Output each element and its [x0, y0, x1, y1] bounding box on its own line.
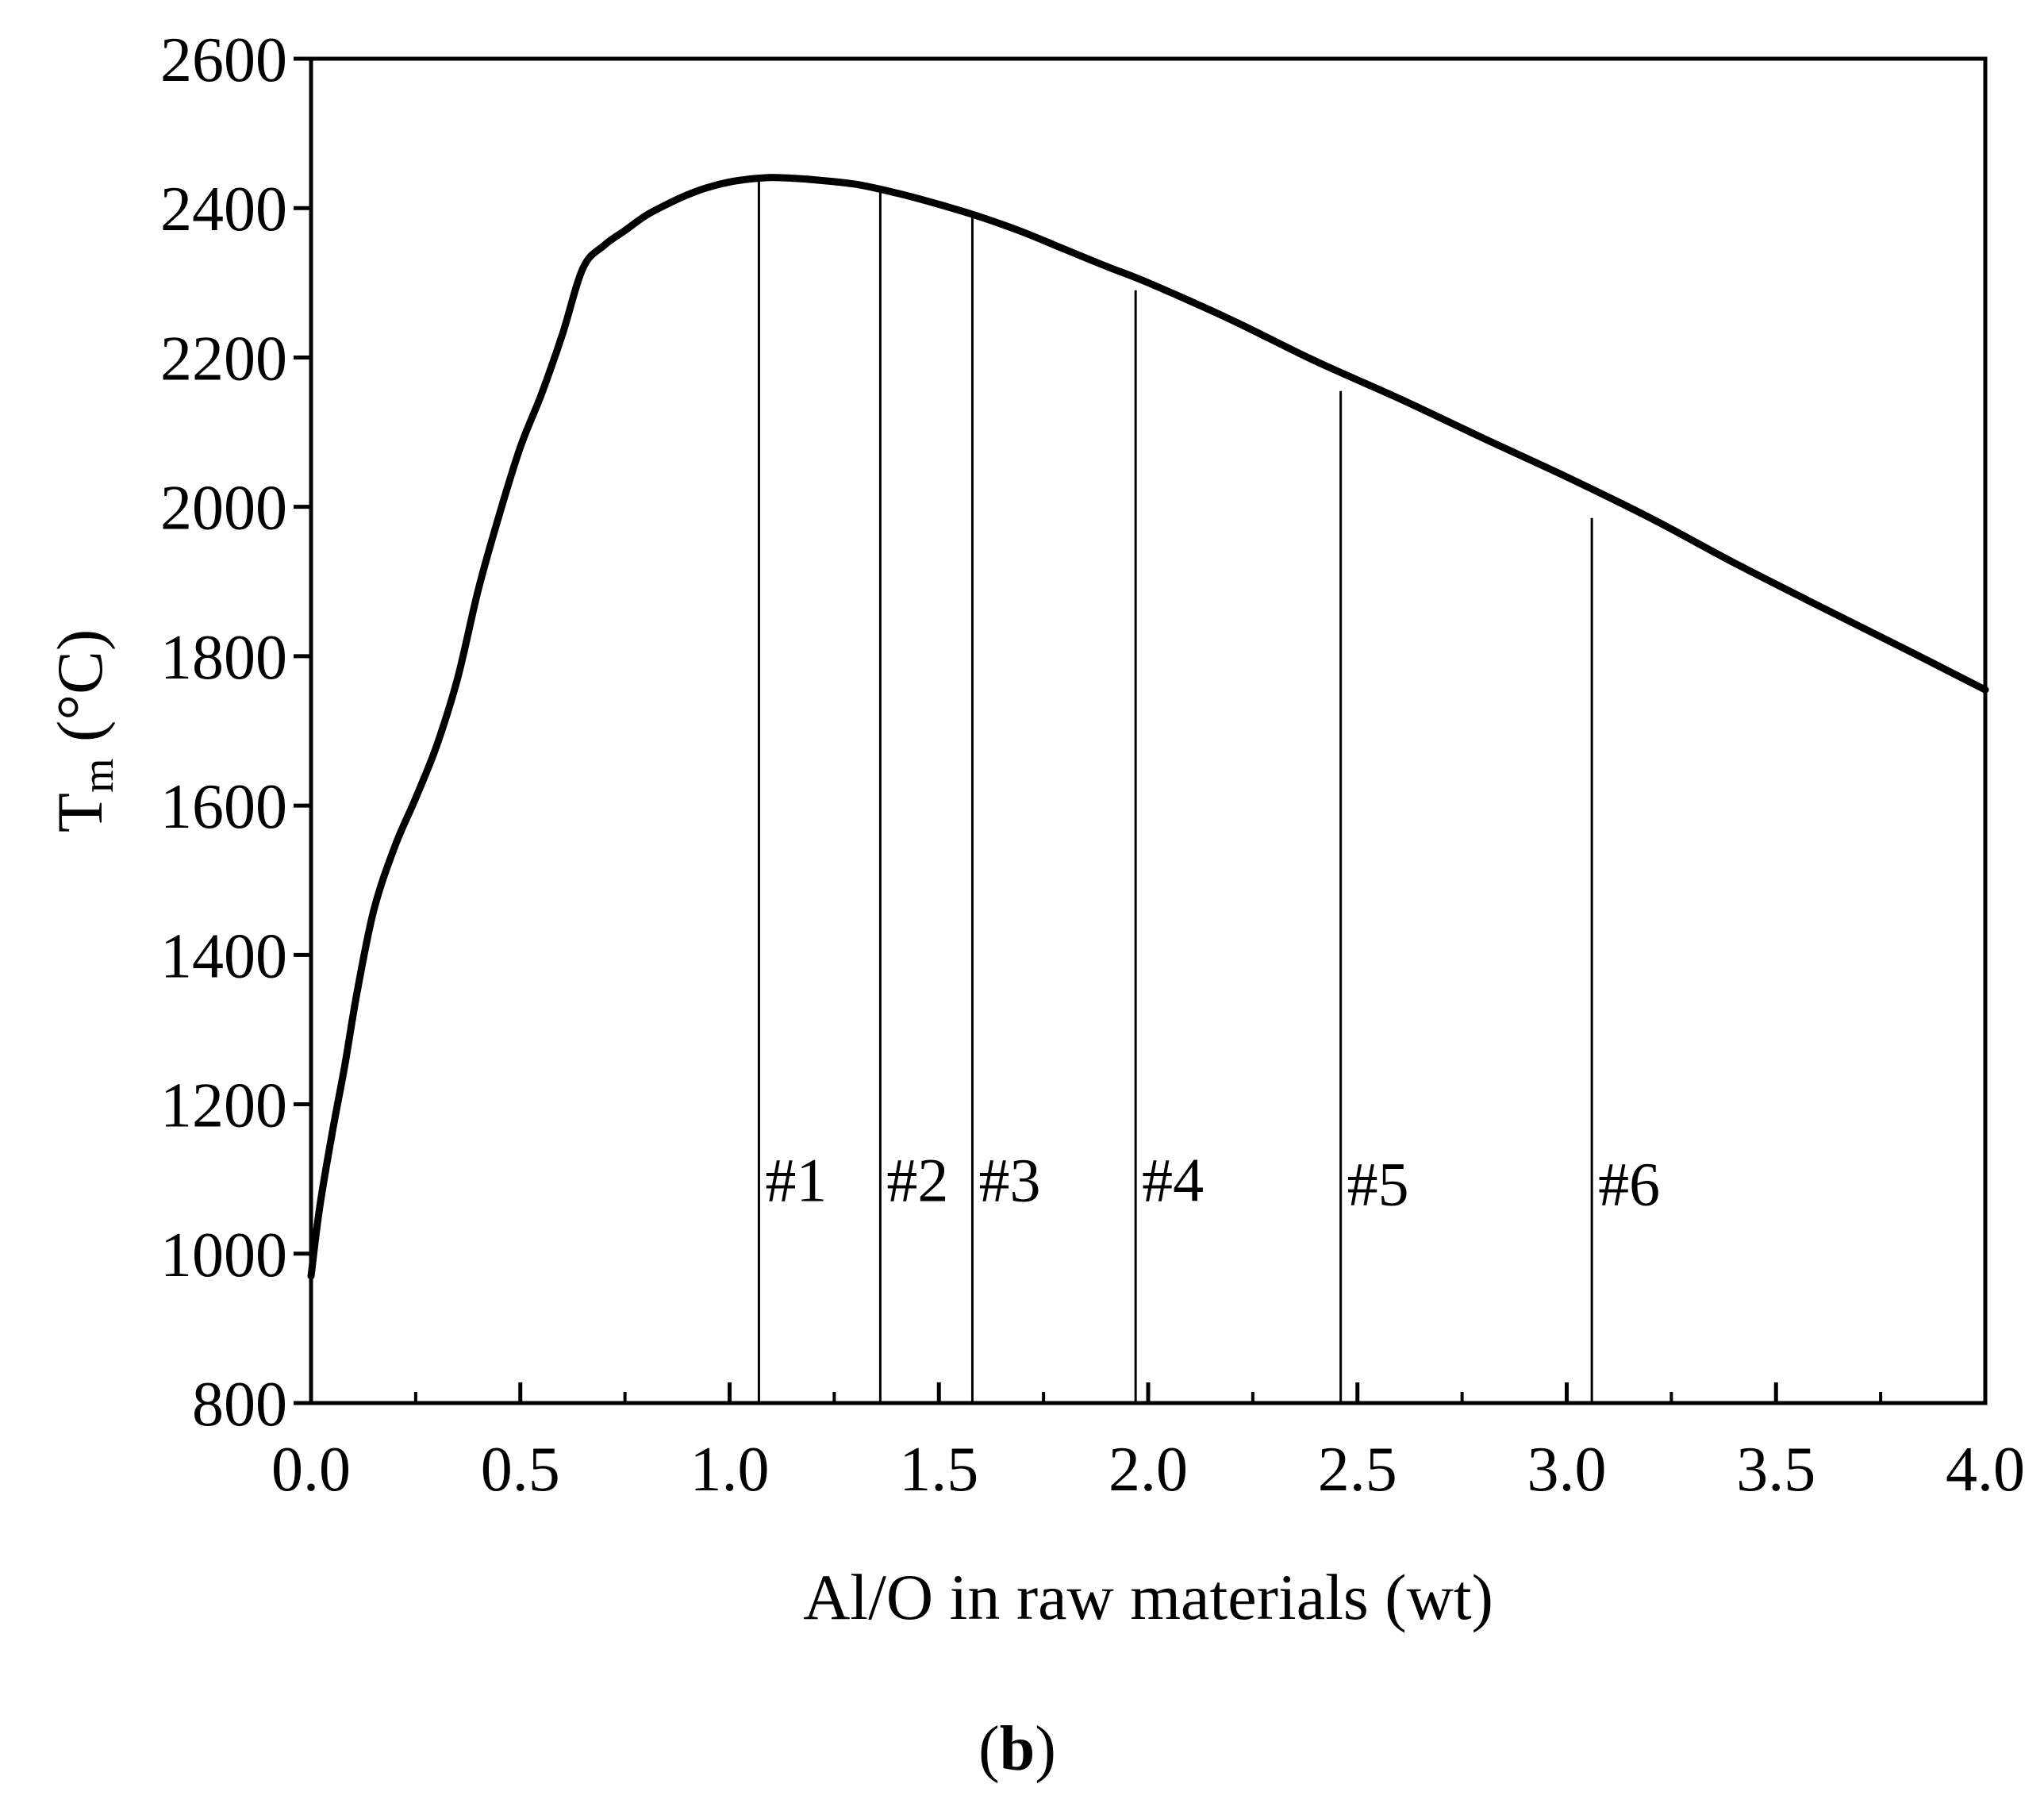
- marker-label: #3: [978, 1146, 1040, 1215]
- x-tick-label: 3.5: [1736, 1435, 1815, 1505]
- y-tick-label: 2600: [160, 25, 287, 95]
- panel-label-open: (: [978, 1714, 1000, 1784]
- panel-label-letter: b: [1000, 1714, 1035, 1784]
- x-tick-label: 3.0: [1527, 1435, 1607, 1505]
- y-tick-label: 1600: [160, 772, 287, 842]
- tm-curve: [307, 174, 1989, 1280]
- marker-labels: #1 #2 #3 #4 #5 #6: [765, 1146, 1660, 1219]
- y-tick-label: 800: [192, 1370, 287, 1440]
- marker-label: #5: [1347, 1149, 1409, 1218]
- panel-label: (b): [978, 1714, 1056, 1784]
- x-axis-title: Al/O in raw materials (wt): [803, 1561, 1493, 1633]
- x-tick-label: 1.0: [690, 1435, 770, 1505]
- y-tick-label: 2000: [160, 474, 287, 544]
- y-axis-title-unit: (°C): [44, 629, 116, 759]
- x-tick-label: 2.5: [1318, 1435, 1397, 1505]
- marker-label: #2: [886, 1146, 948, 1215]
- y-axis-title-subscript: m: [74, 758, 123, 793]
- x-axis-tick-labels: 0.0 0.5 1.0 1.5 2.0 2.5 3.0 3.5 4.0: [271, 1435, 2025, 1505]
- y-tick-label: 2400: [160, 175, 287, 244]
- y-tick-label: 1000: [160, 1221, 287, 1290]
- y-tick-label: 1800: [160, 623, 287, 693]
- x-tick-label: 1.5: [899, 1435, 978, 1505]
- marker-label: #6: [1598, 1149, 1660, 1218]
- y-tick-label: 2200: [160, 324, 287, 394]
- y-tick-label: 1200: [160, 1071, 287, 1141]
- marker-label: #1: [765, 1146, 827, 1215]
- panel-label-close: ): [1035, 1714, 1056, 1784]
- marker-lines: [757, 178, 1593, 1403]
- marker-label: #4: [1142, 1146, 1204, 1215]
- y-axis-ticks: [294, 56, 311, 1405]
- x-axis-ticks: [309, 1382, 1988, 1403]
- y-axis-tick-labels: 800 1000 1200 1400 1600 1800 2000 2200 2400 2600: [160, 25, 287, 1440]
- x-tick-label: 2.0: [1108, 1435, 1188, 1505]
- y-axis-title: Tm (°C): [44, 629, 123, 832]
- x-tick-label: 4.0: [1946, 1435, 2025, 1505]
- x-tick-label: 0.0: [271, 1435, 351, 1505]
- x-tick-label: 0.5: [481, 1435, 560, 1505]
- y-tick-label: 1400: [160, 921, 287, 991]
- y-axis-title-main: T: [44, 793, 116, 832]
